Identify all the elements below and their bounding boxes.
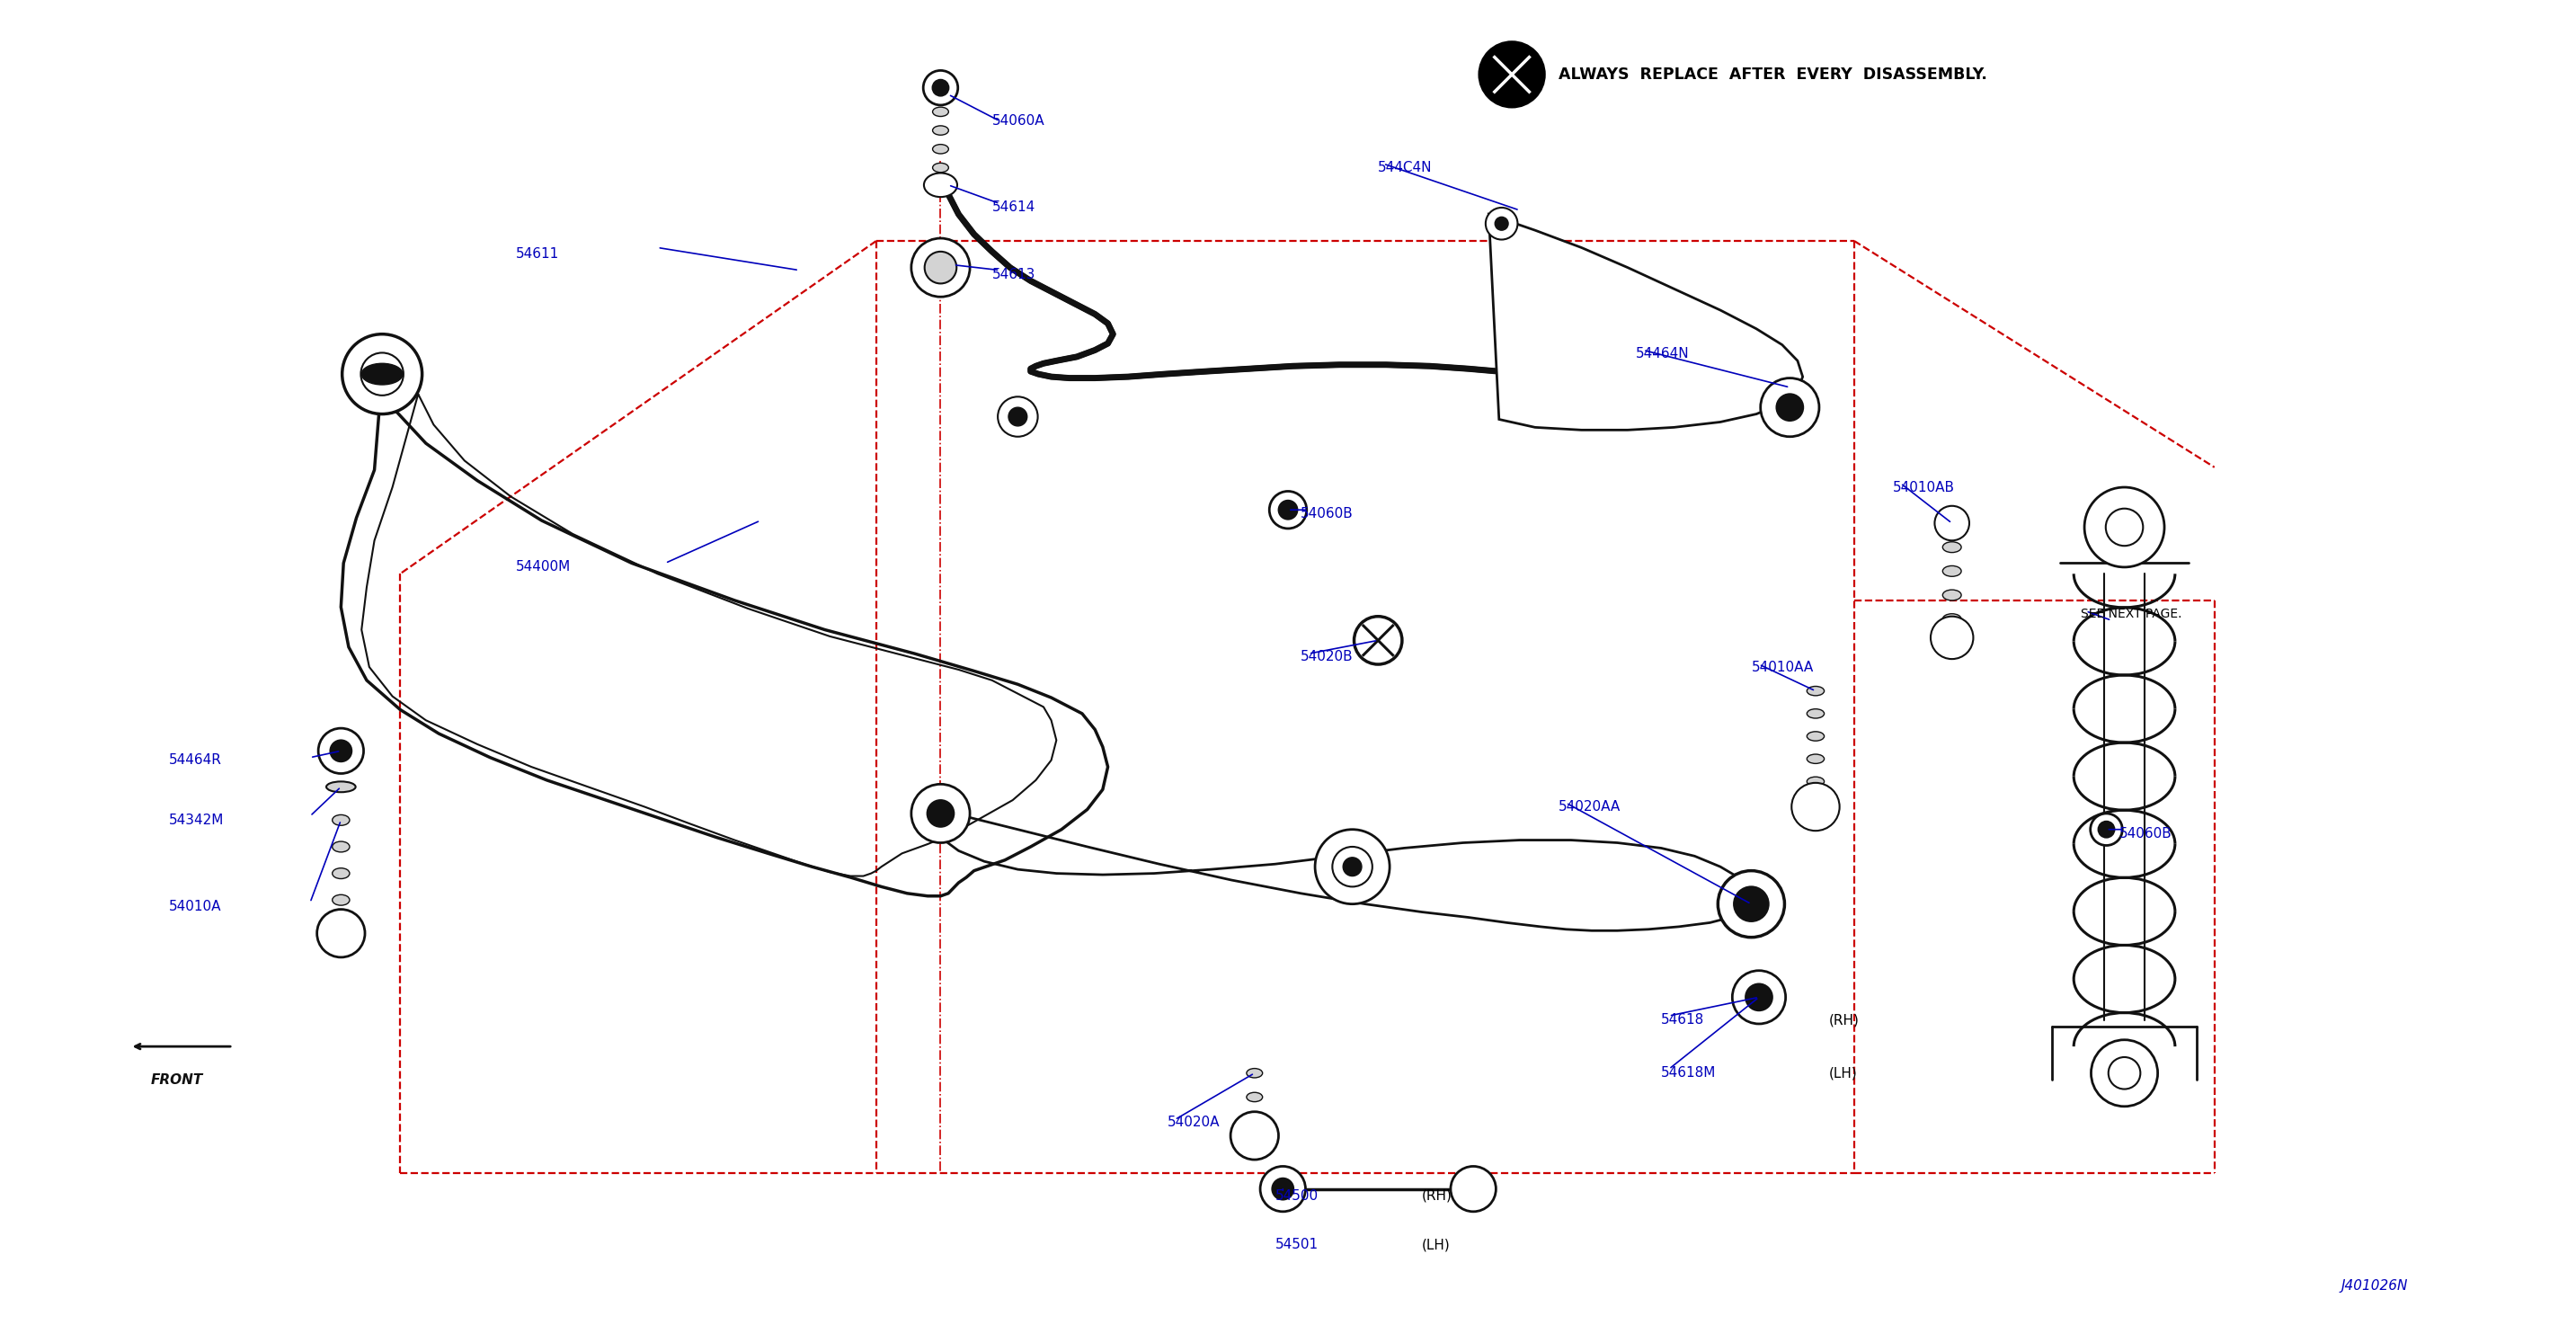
Ellipse shape <box>1355 616 1401 664</box>
Text: 54010AA: 54010AA <box>1752 660 1814 674</box>
Ellipse shape <box>1494 217 1510 231</box>
Text: (RH): (RH) <box>1829 1013 1860 1027</box>
Text: 54400M: 54400M <box>515 560 572 574</box>
Text: 54618M: 54618M <box>1662 1066 1716 1079</box>
Ellipse shape <box>1806 754 1824 763</box>
Ellipse shape <box>1273 1178 1293 1199</box>
Ellipse shape <box>1806 731 1824 740</box>
Ellipse shape <box>1806 776 1824 786</box>
Ellipse shape <box>933 80 948 96</box>
Ellipse shape <box>925 173 958 197</box>
Circle shape <box>361 363 402 384</box>
Ellipse shape <box>1007 407 1028 426</box>
Ellipse shape <box>332 842 350 852</box>
Text: J401026N: J401026N <box>2342 1279 2409 1293</box>
Text: 54611: 54611 <box>515 248 559 261</box>
Ellipse shape <box>1806 708 1824 718</box>
Ellipse shape <box>1314 830 1388 904</box>
Text: 54500: 54500 <box>1275 1189 1319 1202</box>
Ellipse shape <box>1278 500 1298 519</box>
Ellipse shape <box>2092 1039 2159 1106</box>
Ellipse shape <box>1806 686 1824 695</box>
Ellipse shape <box>1270 491 1306 528</box>
Ellipse shape <box>933 144 948 153</box>
Ellipse shape <box>1247 1117 1262 1126</box>
Ellipse shape <box>1450 1166 1497 1211</box>
Ellipse shape <box>2089 814 2123 846</box>
Text: (RH): (RH) <box>1422 1189 1453 1202</box>
Ellipse shape <box>1942 566 1960 576</box>
Text: 54342M: 54342M <box>167 814 224 827</box>
Text: 54618: 54618 <box>1662 1013 1705 1027</box>
Ellipse shape <box>330 740 350 762</box>
Ellipse shape <box>1942 590 1960 600</box>
Ellipse shape <box>361 352 404 395</box>
Ellipse shape <box>1734 887 1770 922</box>
Ellipse shape <box>927 800 953 827</box>
Text: 54464R: 54464R <box>167 754 222 767</box>
Ellipse shape <box>319 728 363 774</box>
Ellipse shape <box>1247 1093 1262 1102</box>
Ellipse shape <box>1747 984 1772 1011</box>
Ellipse shape <box>2105 508 2143 546</box>
Ellipse shape <box>1342 858 1363 876</box>
Polygon shape <box>1489 215 1803 430</box>
Text: 54060A: 54060A <box>992 115 1046 128</box>
Ellipse shape <box>1231 1111 1278 1159</box>
Text: (LH): (LH) <box>1829 1066 1857 1079</box>
Ellipse shape <box>1759 378 1819 436</box>
Ellipse shape <box>912 784 971 843</box>
Text: 54010AB: 54010AB <box>1893 480 1955 494</box>
Ellipse shape <box>912 239 971 297</box>
Ellipse shape <box>2099 822 2115 838</box>
Ellipse shape <box>1718 871 1785 938</box>
Text: SEE NEXT PAGE.: SEE NEXT PAGE. <box>2081 607 2182 620</box>
Polygon shape <box>935 814 1757 931</box>
Ellipse shape <box>343 334 422 414</box>
Ellipse shape <box>1247 1069 1262 1078</box>
Text: 54020AA: 54020AA <box>1558 800 1620 814</box>
Ellipse shape <box>925 252 956 284</box>
Ellipse shape <box>933 125 948 135</box>
Ellipse shape <box>1790 783 1839 831</box>
Ellipse shape <box>997 396 1038 436</box>
Text: 54464N: 54464N <box>1636 347 1690 360</box>
Text: 54020A: 54020A <box>1167 1115 1218 1129</box>
Ellipse shape <box>1332 847 1373 887</box>
Text: 54020B: 54020B <box>1301 650 1352 663</box>
Ellipse shape <box>1777 394 1803 420</box>
Ellipse shape <box>317 910 366 958</box>
Text: 54010A: 54010A <box>167 900 222 914</box>
Ellipse shape <box>1481 43 1543 107</box>
Ellipse shape <box>332 895 350 906</box>
Ellipse shape <box>2107 1057 2141 1089</box>
Ellipse shape <box>933 163 948 172</box>
Ellipse shape <box>922 71 958 105</box>
Ellipse shape <box>1942 614 1960 624</box>
Text: 54060B: 54060B <box>2120 827 2172 840</box>
Text: FRONT: FRONT <box>149 1073 204 1086</box>
Ellipse shape <box>1942 542 1960 552</box>
Ellipse shape <box>2084 487 2164 567</box>
Ellipse shape <box>1929 616 1973 659</box>
Text: 54501: 54501 <box>1275 1238 1319 1251</box>
Text: 544C4N: 544C4N <box>1378 161 1432 175</box>
Ellipse shape <box>933 107 948 116</box>
Ellipse shape <box>327 782 355 792</box>
Text: 54060B: 54060B <box>1301 507 1352 520</box>
Text: ALWAYS  REPLACE  AFTER  EVERY  DISASSEMBLY.: ALWAYS REPLACE AFTER EVERY DISASSEMBLY. <box>1558 67 1986 83</box>
Ellipse shape <box>332 815 350 826</box>
Text: (LH): (LH) <box>1422 1238 1450 1251</box>
Text: 54614: 54614 <box>992 201 1036 215</box>
Ellipse shape <box>1935 506 1968 540</box>
Ellipse shape <box>1260 1166 1306 1211</box>
Text: 54613: 54613 <box>992 267 1036 281</box>
Ellipse shape <box>332 868 350 879</box>
Ellipse shape <box>1731 971 1785 1023</box>
Ellipse shape <box>1486 208 1517 240</box>
